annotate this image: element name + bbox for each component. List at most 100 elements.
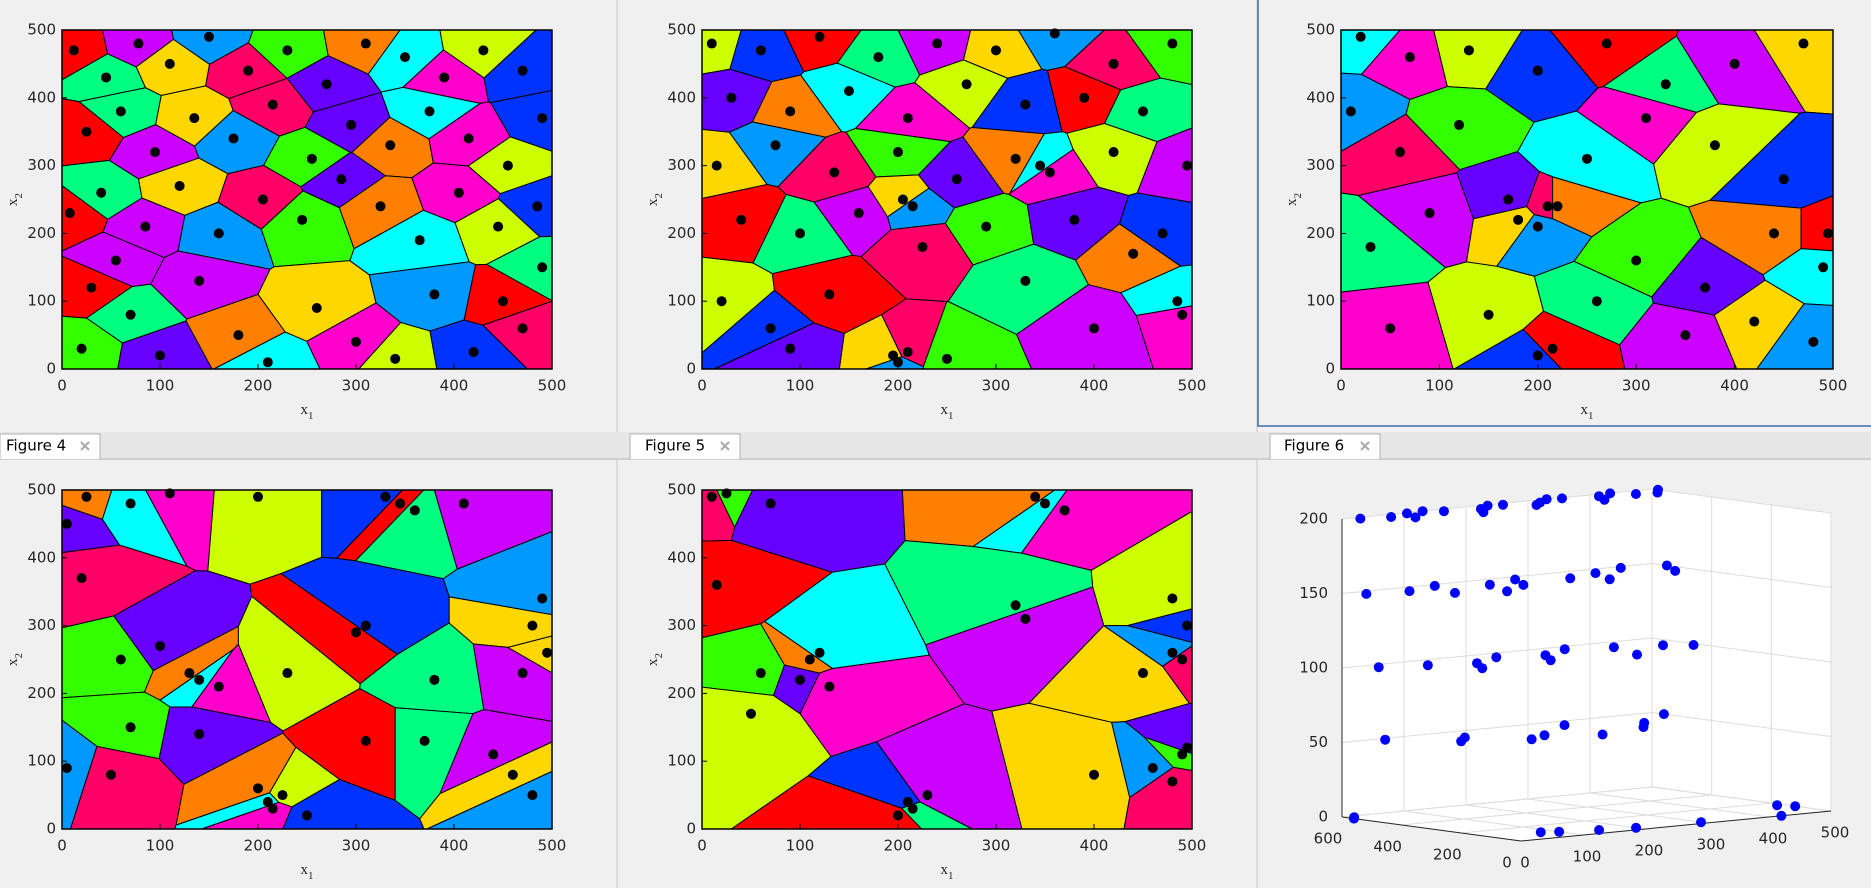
seed-point	[716, 296, 727, 307]
y-tick-label: 300	[667, 616, 696, 634]
label-base: x	[941, 402, 949, 418]
y-tick-label: 500	[27, 21, 56, 39]
seed-point	[81, 491, 92, 502]
x-tick-label: 0	[57, 837, 67, 855]
x-tick-label: 100	[786, 837, 815, 855]
x-tick-label: 400	[1759, 830, 1788, 848]
scatter-point	[1502, 586, 1513, 597]
seed-point	[873, 52, 884, 63]
seed-point	[76, 343, 87, 354]
x-tick-label: 300	[982, 377, 1011, 395]
seed-point	[1680, 330, 1691, 341]
seed-point	[385, 140, 396, 151]
scatter-point	[1539, 730, 1550, 741]
seed-point	[1089, 769, 1099, 780]
y-tick-label: 400	[1306, 88, 1335, 106]
label-subscript: 2	[653, 193, 665, 199]
seed-point	[932, 38, 943, 49]
grid-line	[1651, 637, 1832, 663]
seed-point	[736, 214, 747, 225]
seed-point	[1532, 350, 1543, 361]
seed-point	[351, 336, 361, 347]
seed-point	[1700, 282, 1711, 293]
tab[interactable]: Figure 4	[0, 433, 101, 459]
z-tick-label: 100	[1299, 659, 1328, 677]
tab-close[interactable]	[720, 441, 730, 451]
y-tick-label: 0	[1325, 360, 1335, 378]
tab-close[interactable]	[80, 441, 90, 451]
seed-point	[711, 160, 722, 171]
tab-close[interactable]	[1360, 441, 1370, 451]
seed-point	[150, 147, 161, 158]
seed-point	[1079, 92, 1090, 103]
seed-point	[893, 810, 903, 821]
x-tick-label: 200	[244, 837, 273, 855]
seed-point	[961, 79, 972, 90]
tab[interactable]: Figure 5	[629, 433, 741, 459]
label-subscript: 2	[13, 653, 25, 659]
seed-point	[429, 289, 440, 300]
axes-frame	[1340, 29, 1834, 370]
x-tick-label: 500	[1819, 377, 1848, 395]
seed-point	[746, 708, 756, 719]
seed-point	[380, 491, 391, 502]
seed-point	[155, 640, 165, 651]
tab[interactable]: Figure 6	[1269, 433, 1381, 459]
scatter-point	[1373, 662, 1384, 673]
y-tick-label: 600	[1314, 830, 1343, 848]
scatter-point	[1484, 579, 1495, 590]
label-base: x	[941, 862, 949, 878]
seed-point	[893, 357, 903, 368]
y-tick-label: 500	[1306, 21, 1335, 39]
seed-point	[1167, 593, 1178, 604]
tab-label: Figure 6	[1284, 437, 1344, 455]
label-subscript: 2	[653, 653, 665, 659]
seed-point	[468, 347, 479, 358]
y-tick-label: 0	[686, 820, 696, 838]
seed-point	[1463, 45, 1474, 56]
x-tick-label: 400	[1080, 837, 1109, 855]
seed-point	[721, 488, 732, 499]
seed-point	[1167, 647, 1178, 658]
seed-point	[1020, 275, 1031, 286]
x-tick-label: 400	[1720, 377, 1749, 395]
seed-point	[351, 627, 361, 638]
grid-line	[1341, 563, 1653, 594]
y-axis-label: x2	[5, 193, 24, 206]
axes-frame	[61, 489, 553, 830]
seed-point	[1395, 147, 1406, 158]
seed-point	[61, 762, 72, 773]
seed-point	[527, 620, 538, 631]
y-tick-label: 100	[667, 292, 696, 310]
scatter-point	[1597, 729, 1608, 740]
scatter-point	[1652, 487, 1663, 498]
seed-point	[1778, 174, 1789, 185]
y-tick-label: 500	[27, 481, 56, 499]
seed-point	[527, 790, 538, 801]
x-tick-label: 400	[1080, 377, 1109, 395]
seed-point	[453, 187, 464, 198]
seed-point	[1823, 228, 1834, 239]
seed-point	[189, 113, 200, 124]
grid-line	[1403, 810, 1584, 836]
y-axis-label: x2	[5, 653, 24, 666]
seed-point	[1089, 323, 1099, 334]
y-tick-label: 0	[686, 360, 696, 378]
seed-point	[502, 160, 513, 171]
seed-point	[306, 153, 317, 164]
scatter-point	[1630, 489, 1641, 499]
seed-point	[1182, 160, 1193, 171]
seed-point	[1808, 336, 1819, 347]
y-tick-label: 0	[1502, 854, 1512, 872]
scatter-point	[1554, 826, 1565, 837]
y-axis-label: x2	[1284, 193, 1303, 206]
scatter-point	[1605, 488, 1616, 499]
seed-point	[419, 735, 430, 746]
y-tick-label: 400	[667, 548, 696, 566]
seed-point	[76, 573, 87, 584]
seed-point	[1591, 296, 1602, 307]
x-tick-label: 100	[786, 377, 815, 395]
seed-point	[262, 357, 273, 368]
seed-point	[755, 45, 766, 56]
